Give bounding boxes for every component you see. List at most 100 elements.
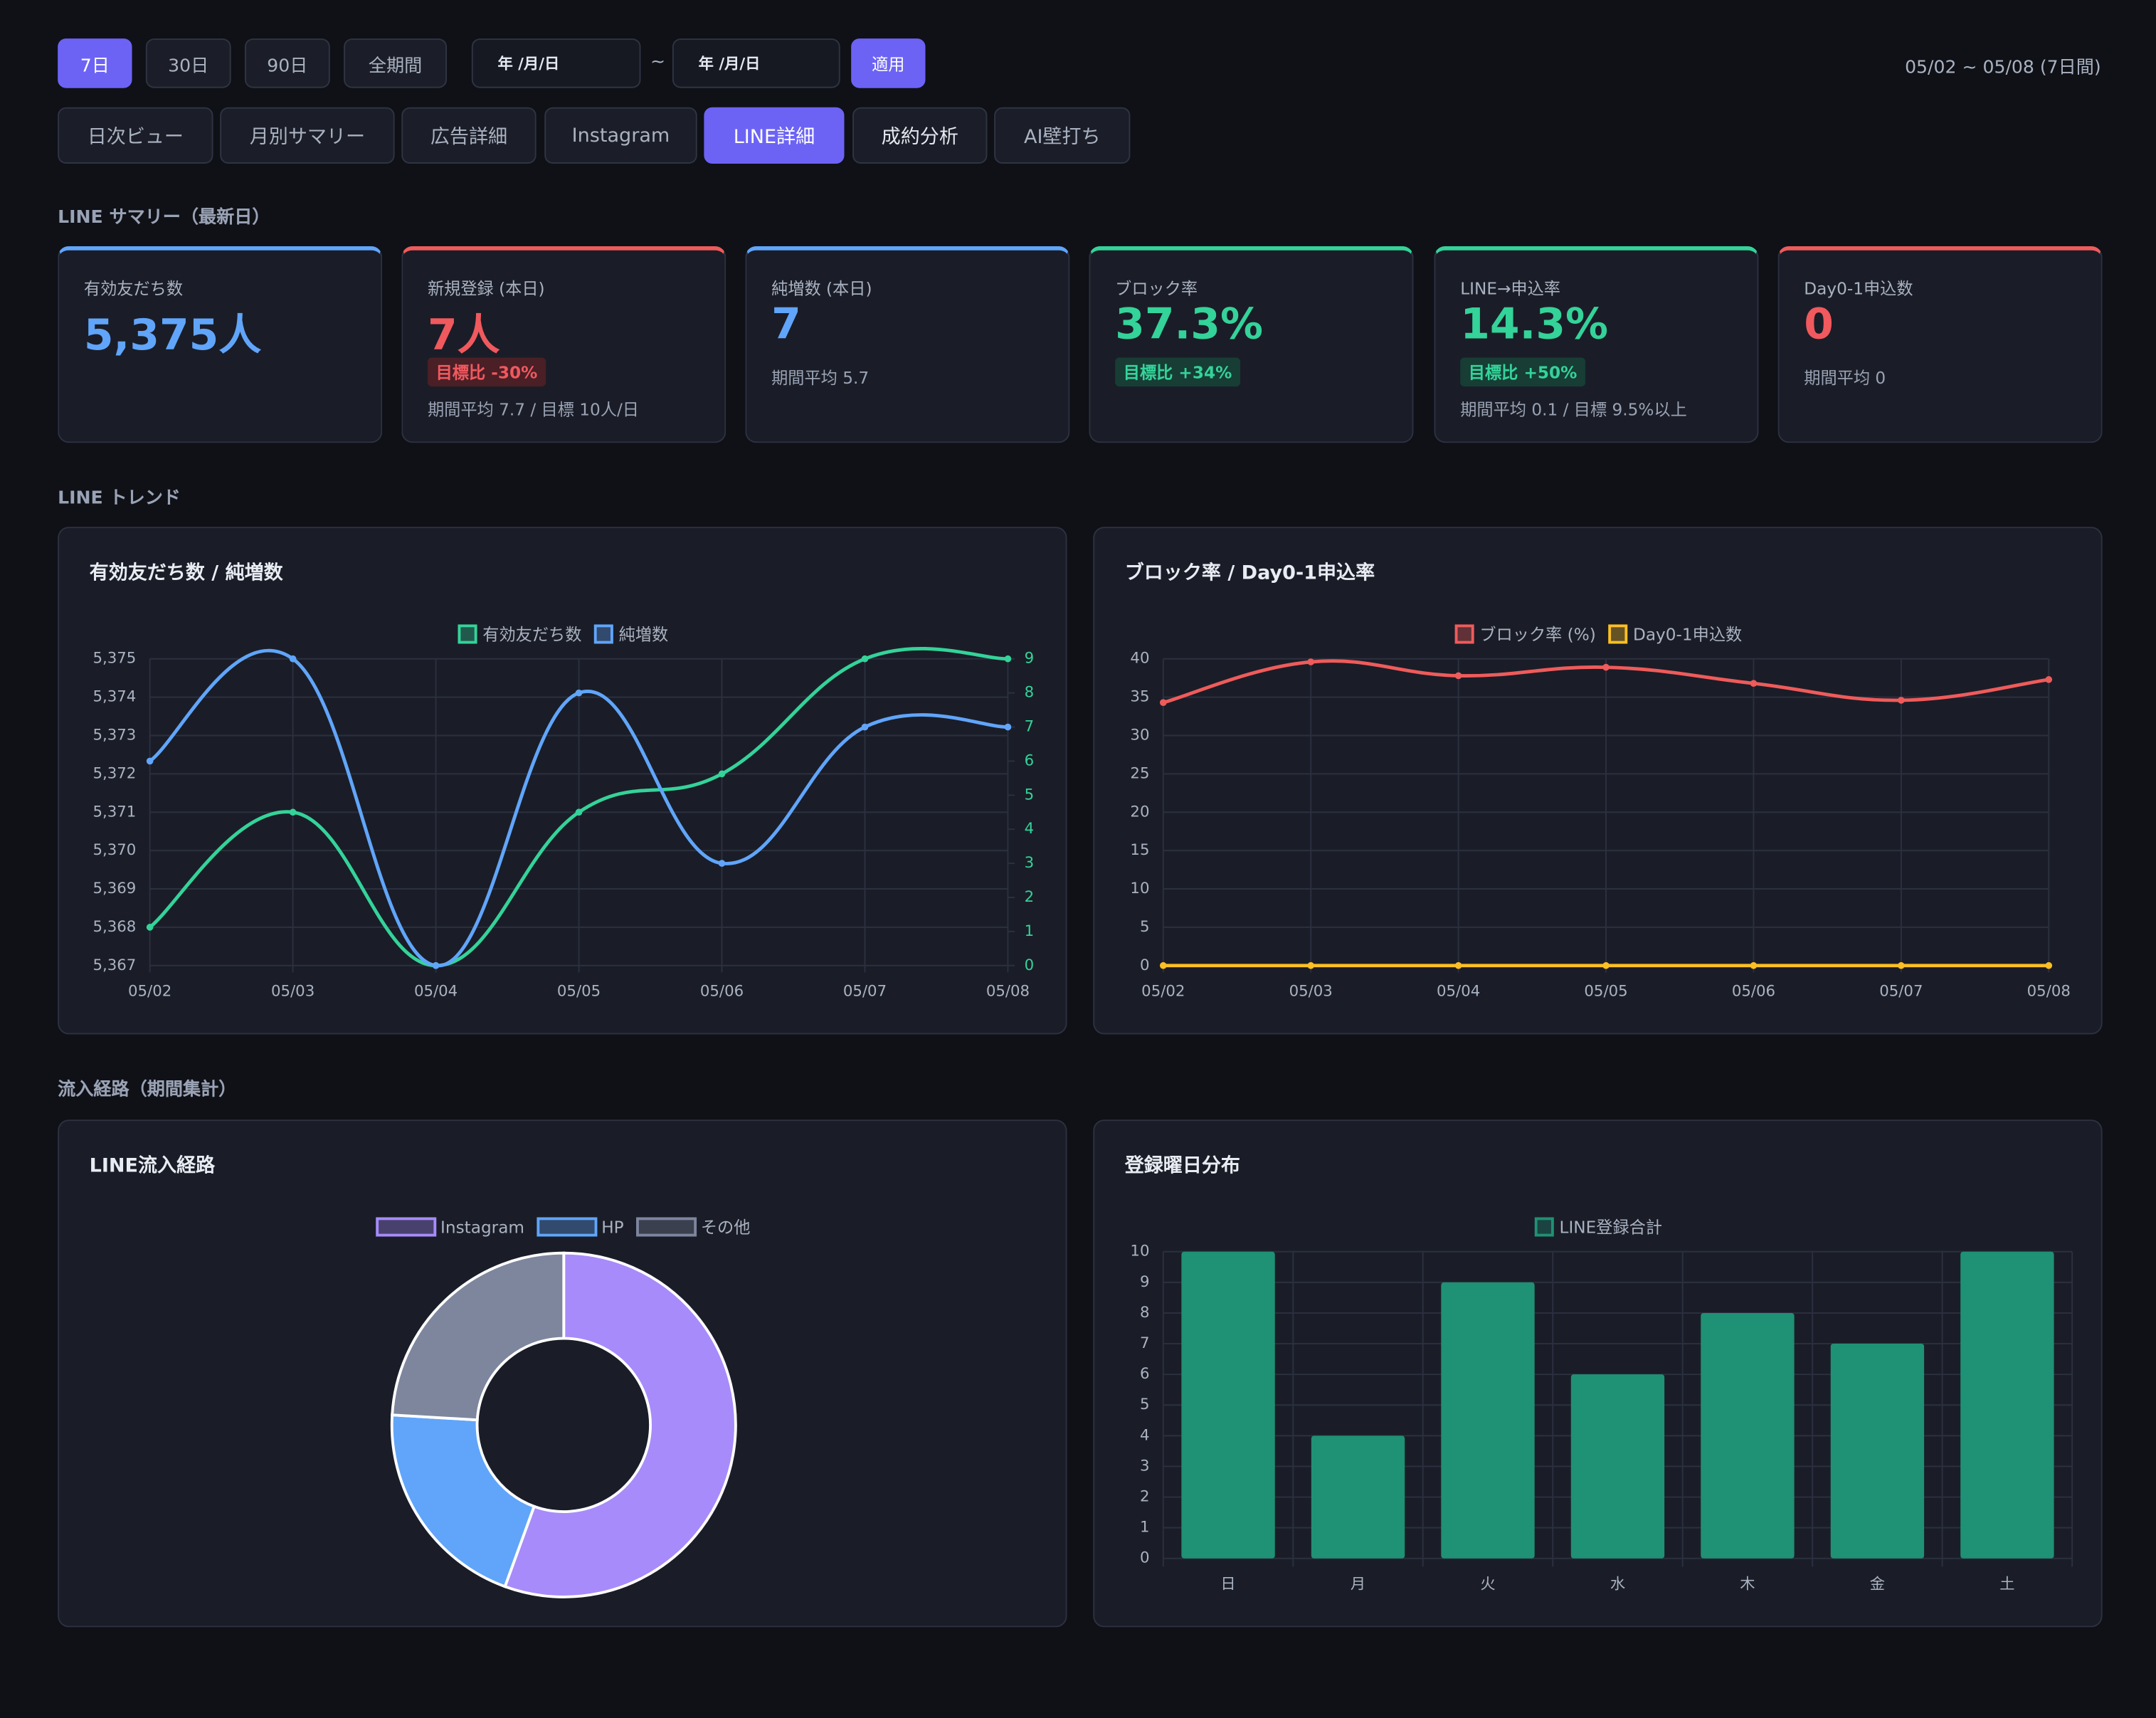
x-tick-label: 05/08 [2027,982,2071,1000]
y-tick-label: 5,372 [93,764,136,782]
y2-tick-label: 6 [1025,752,1035,769]
point [1898,961,1905,969]
point [1307,961,1315,969]
chart-panel: 登録曜日分布 0 1 2 3 4 5 6 7 8 9 10 日 月 火 水 木 金 土 LINE登録合計 [1093,1119,2103,1628]
range-button[interactable]: 7日 [58,38,132,88]
date-input[interactable]: 年 /月/日 [672,38,840,88]
bar [1830,1344,1925,1559]
tab[interactable]: Instagram [544,107,697,164]
point [289,808,297,816]
point [861,655,869,663]
x-tick-label: 05/04 [414,982,458,1000]
point [1004,723,1012,731]
x-tick-label: 土 [1999,1575,2014,1593]
point [575,689,583,697]
tab[interactable]: 日次ビュー [58,107,213,164]
point [1159,699,1167,707]
kpi-card: Day0-1申込数 0 期間平均 0 [1777,246,2103,443]
x-tick-label: 05/06 [1732,982,1775,1000]
point [2045,676,2053,683]
x-tick-label: 05/05 [1584,982,1627,1000]
point [146,924,154,931]
y-tick-label: 35 [1130,688,1149,706]
y-tick-label: 30 [1130,727,1149,744]
tab[interactable]: 月別サマリー [220,107,395,164]
y-tick-label: 9 [1140,1273,1150,1291]
bar [1960,1251,2054,1559]
y-tick-label: 25 [1130,764,1149,782]
apply-button[interactable]: 適用 [851,38,926,88]
point [1750,680,1758,687]
legend: Instagram HP その他 [376,1217,751,1237]
point [289,655,297,663]
legend-swatch [376,1217,437,1237]
y-tick-label: 4 [1140,1426,1150,1444]
y-tick-label: 5,371 [93,803,136,821]
x-tick-label: 05/07 [843,982,887,1000]
y-tick-label: 5 [1140,918,1150,936]
legend-label: Instagram [440,1218,524,1237]
point [146,757,154,765]
date-separator: ~ [650,52,666,73]
point [1454,961,1462,969]
y-tick-label: 10 [1130,1243,1149,1260]
range-button[interactable]: 全期間 [344,38,448,88]
y-tick-label: 0 [1140,957,1150,974]
legend-swatch [593,624,613,644]
date-input[interactable]: 年 /月/日 [471,38,641,88]
range-button[interactable]: 90日 [244,38,330,88]
point [432,961,440,969]
y2-tick-label: 1 [1025,922,1035,940]
x-tick-label: 05/06 [700,982,744,1000]
legend-swatch [1534,1217,1554,1237]
y-tick-label: 10 [1130,880,1149,897]
kpi-sub: 期間平均 0.1 / 目標 9.5%以上 [1460,400,1687,420]
y-tick-label: 15 [1130,841,1149,859]
section-title: LINE トレンド [58,488,181,510]
kpi-label: ブロック率 [1115,279,1198,299]
y-tick-label: 5 [1140,1396,1150,1413]
y2-tick-label: 5 [1025,786,1035,803]
range-button[interactable]: 30日 [145,38,231,88]
chart: 有効友だち数 / 純増数 05/02 05/03 05/04 05/05 05/06 05/… [90,561,1035,1000]
y-tick-label: 2 [1140,1488,1150,1506]
tab[interactable]: AI壁打ち [994,107,1131,164]
section-title: LINE サマリー（最新日） [58,207,270,228]
y-tick-label: 5,368 [93,918,136,936]
kpi-sub: 期間平均 0 [1804,368,1886,389]
y-tick-label: 1 [1140,1519,1150,1537]
chart: LINE流入経路 Instagram HP その他 [90,1154,751,1598]
kpi-badge: 目標比 +50% [1460,357,1585,387]
legend-label: その他 [701,1218,751,1237]
bar [1311,1435,1405,1559]
legend: 有効友だち数 純増数 [458,624,669,644]
legend-swatch [1608,624,1628,644]
tab[interactable]: 成約分析 [852,107,988,164]
y-tick-label: 20 [1130,803,1149,821]
legend: ブロック率 (%) Day0-1申込数 [1454,624,1742,644]
chart: ブロック率 / Day0-1申込率 05/02 05/03 05/04 05/05 05/… [1125,561,2071,1000]
y-tick-label: 5,370 [93,841,136,859]
point [1454,672,1462,680]
point [1307,658,1315,665]
tab[interactable]: 広告詳細 [401,107,537,164]
legend-label: ブロック率 (%) [1479,625,1595,644]
y2-tick-label: 4 [1025,820,1035,838]
legend-label: HP [601,1218,623,1237]
kpi-sub: 期間平均 5.7 [771,368,870,389]
legend-label: 純増数 [619,625,669,644]
kpi-label: Day0-1申込数 [1804,279,1913,299]
y-tick-label: 5,374 [93,688,136,706]
chart-panel: ブロック率 / Day0-1申込率 05/02 05/03 05/04 05/05 05/… [1093,527,2103,1035]
x-tick-label: 05/05 [557,982,601,1000]
tab[interactable]: LINE詳細 [704,107,845,164]
point [1750,961,1758,969]
point [1602,663,1610,671]
doughnut-slice [390,1413,537,1588]
y2-tick-label: 7 [1025,718,1035,736]
y-tick-label: 5,367 [93,957,136,974]
y-tick-label: 6 [1140,1365,1150,1383]
kpi-badge: 目標比 -30% [427,357,546,387]
kpi-card: 有効友だち数 5,375人 [58,246,383,443]
point [1602,961,1610,969]
